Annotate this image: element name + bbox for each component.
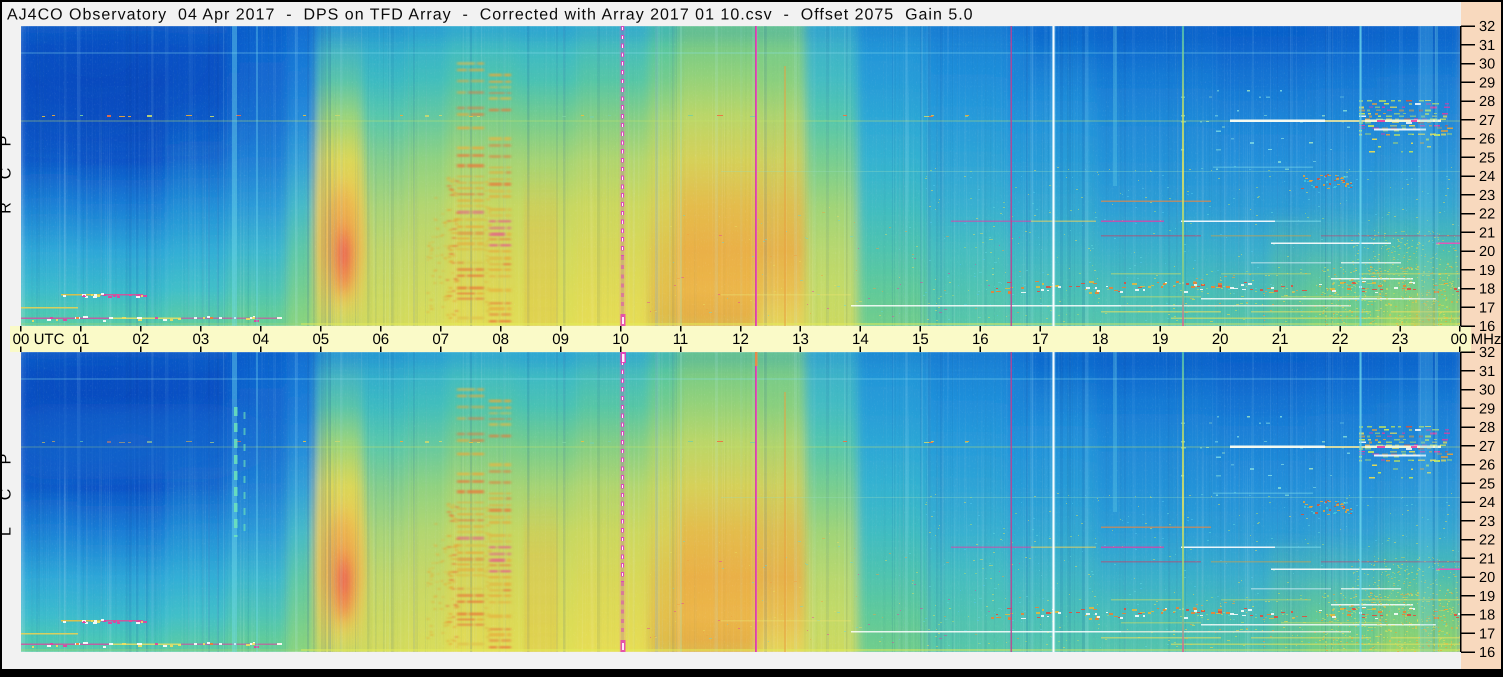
svg-text:06: 06 <box>372 331 389 348</box>
svg-text:32: 32 <box>1479 19 1495 35</box>
svg-text:23: 23 <box>1479 188 1495 204</box>
svg-text:16: 16 <box>1479 645 1495 661</box>
svg-text:28: 28 <box>1479 94 1495 110</box>
svg-text:32: 32 <box>1479 345 1495 361</box>
svg-text:25: 25 <box>1479 150 1495 166</box>
svg-text:20: 20 <box>1479 244 1495 260</box>
svg-text:29: 29 <box>1479 401 1495 417</box>
svg-text:26: 26 <box>1479 132 1495 148</box>
svg-text:28: 28 <box>1479 420 1495 436</box>
svg-text:17: 17 <box>1479 300 1495 316</box>
svg-text:C: C <box>0 168 15 180</box>
svg-text:14: 14 <box>852 331 869 348</box>
svg-text:25: 25 <box>1479 476 1495 492</box>
svg-text:17: 17 <box>1032 331 1049 348</box>
svg-text:15: 15 <box>912 331 929 348</box>
svg-text:24: 24 <box>1479 169 1495 185</box>
svg-text:MHz: MHz <box>1471 331 1502 348</box>
svg-text:01: 01 <box>73 331 90 348</box>
svg-text:27: 27 <box>1479 439 1495 455</box>
svg-text:22: 22 <box>1479 207 1495 223</box>
svg-text:02: 02 <box>133 331 150 348</box>
svg-text:11: 11 <box>673 331 689 348</box>
svg-text:31: 31 <box>1479 38 1495 54</box>
svg-text:09: 09 <box>552 331 569 348</box>
svg-text:18: 18 <box>1479 282 1495 298</box>
svg-text:07: 07 <box>432 331 449 348</box>
svg-text:29: 29 <box>1479 75 1495 91</box>
svg-text:16: 16 <box>972 331 989 348</box>
svg-text:27: 27 <box>1479 113 1495 129</box>
svg-text:19: 19 <box>1479 589 1495 605</box>
svg-text:21: 21 <box>1479 551 1495 567</box>
svg-text:30: 30 <box>1479 383 1495 399</box>
svg-text:23: 23 <box>1392 331 1409 348</box>
svg-text:21: 21 <box>1272 331 1289 348</box>
svg-text:P: P <box>0 454 15 465</box>
svg-text:C: C <box>0 489 15 501</box>
svg-text:05: 05 <box>312 331 329 348</box>
svg-text:31: 31 <box>1479 364 1495 380</box>
svg-text:13: 13 <box>792 331 809 348</box>
svg-text:23: 23 <box>1479 514 1495 530</box>
svg-text:08: 08 <box>492 331 509 348</box>
svg-text:L: L <box>0 527 15 536</box>
svg-text:10: 10 <box>612 331 629 348</box>
svg-text:22: 22 <box>1332 331 1349 348</box>
svg-text:24: 24 <box>1479 495 1495 511</box>
svg-text:00: 00 <box>1451 331 1468 348</box>
svg-text:26: 26 <box>1479 458 1495 474</box>
svg-text:04: 04 <box>252 331 269 348</box>
svg-text:AJ4CO Observatory 04 Apr 2017: AJ4CO Observatory 04 Apr 2017 - DPS on T… <box>7 7 974 24</box>
svg-text:R: R <box>0 202 15 214</box>
svg-text:18: 18 <box>1479 608 1495 624</box>
svg-text:18: 18 <box>1092 331 1109 348</box>
svg-text:22: 22 <box>1479 533 1495 549</box>
svg-text:20: 20 <box>1479 570 1495 586</box>
svg-text:UTC: UTC <box>34 331 65 348</box>
svg-text:03: 03 <box>193 331 210 348</box>
svg-text:P: P <box>0 136 15 147</box>
svg-text:00: 00 <box>13 331 30 348</box>
svg-text:20: 20 <box>1212 331 1229 348</box>
svg-text:12: 12 <box>732 331 749 348</box>
svg-text:19: 19 <box>1479 263 1495 279</box>
svg-text:21: 21 <box>1479 225 1495 241</box>
svg-text:30: 30 <box>1479 57 1495 73</box>
svg-text:17: 17 <box>1479 626 1495 642</box>
svg-text:19: 19 <box>1152 331 1169 348</box>
svg-text:16: 16 <box>1479 319 1495 335</box>
